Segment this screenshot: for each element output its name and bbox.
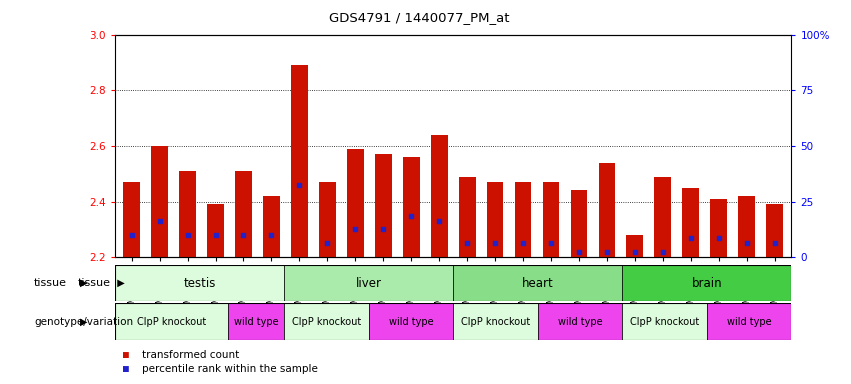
Text: percentile rank within the sample: percentile rank within the sample xyxy=(142,364,318,374)
Bar xyxy=(284,303,368,340)
Bar xyxy=(180,171,196,257)
Bar xyxy=(626,235,643,257)
Bar xyxy=(707,303,791,340)
Text: wild type: wild type xyxy=(557,316,603,327)
Bar xyxy=(570,190,587,257)
Bar xyxy=(739,196,755,257)
Text: brain: brain xyxy=(692,277,722,290)
Bar xyxy=(235,171,252,257)
Bar xyxy=(622,265,791,301)
Bar xyxy=(543,182,559,257)
Bar xyxy=(115,265,284,301)
Text: ▶: ▶ xyxy=(80,316,87,327)
Bar xyxy=(654,177,671,257)
Text: ClpP knockout: ClpP knockout xyxy=(137,316,206,327)
Text: ■: ■ xyxy=(123,364,129,374)
Bar xyxy=(291,65,308,257)
Bar xyxy=(683,188,700,257)
Text: tissue: tissue xyxy=(34,278,67,288)
Bar xyxy=(453,265,622,301)
Bar xyxy=(453,303,538,340)
Bar xyxy=(228,303,284,340)
Text: ▶: ▶ xyxy=(111,278,124,288)
Bar xyxy=(515,182,531,257)
Bar xyxy=(319,182,336,257)
Bar xyxy=(263,196,280,257)
Bar xyxy=(403,157,420,257)
Text: ▶: ▶ xyxy=(80,278,87,288)
Bar xyxy=(368,303,453,340)
Bar xyxy=(459,177,476,257)
Bar xyxy=(375,154,391,257)
Bar xyxy=(284,265,453,301)
Bar xyxy=(766,204,783,257)
Bar xyxy=(123,182,140,257)
Bar xyxy=(598,163,615,257)
Text: ClpP knockout: ClpP knockout xyxy=(292,316,361,327)
Bar xyxy=(347,149,363,257)
Text: wild type: wild type xyxy=(727,316,772,327)
Text: tissue: tissue xyxy=(77,278,111,288)
Bar xyxy=(487,182,504,257)
Text: ClpP knockout: ClpP knockout xyxy=(630,316,700,327)
Bar xyxy=(622,303,707,340)
Text: wild type: wild type xyxy=(389,316,433,327)
Bar xyxy=(711,199,727,257)
Text: GDS4791 / 1440077_PM_at: GDS4791 / 1440077_PM_at xyxy=(328,12,510,25)
Bar xyxy=(151,146,168,257)
Bar xyxy=(207,204,224,257)
Text: heart: heart xyxy=(522,277,554,290)
Text: wild type: wild type xyxy=(233,316,278,327)
Text: liver: liver xyxy=(356,277,381,290)
Text: ■: ■ xyxy=(123,350,129,360)
Bar xyxy=(431,135,448,257)
Text: testis: testis xyxy=(183,277,215,290)
Text: transformed count: transformed count xyxy=(142,350,239,360)
Bar xyxy=(538,303,622,340)
Text: genotype/variation: genotype/variation xyxy=(34,316,133,327)
Text: ClpP knockout: ClpP knockout xyxy=(461,316,530,327)
Bar xyxy=(115,303,228,340)
